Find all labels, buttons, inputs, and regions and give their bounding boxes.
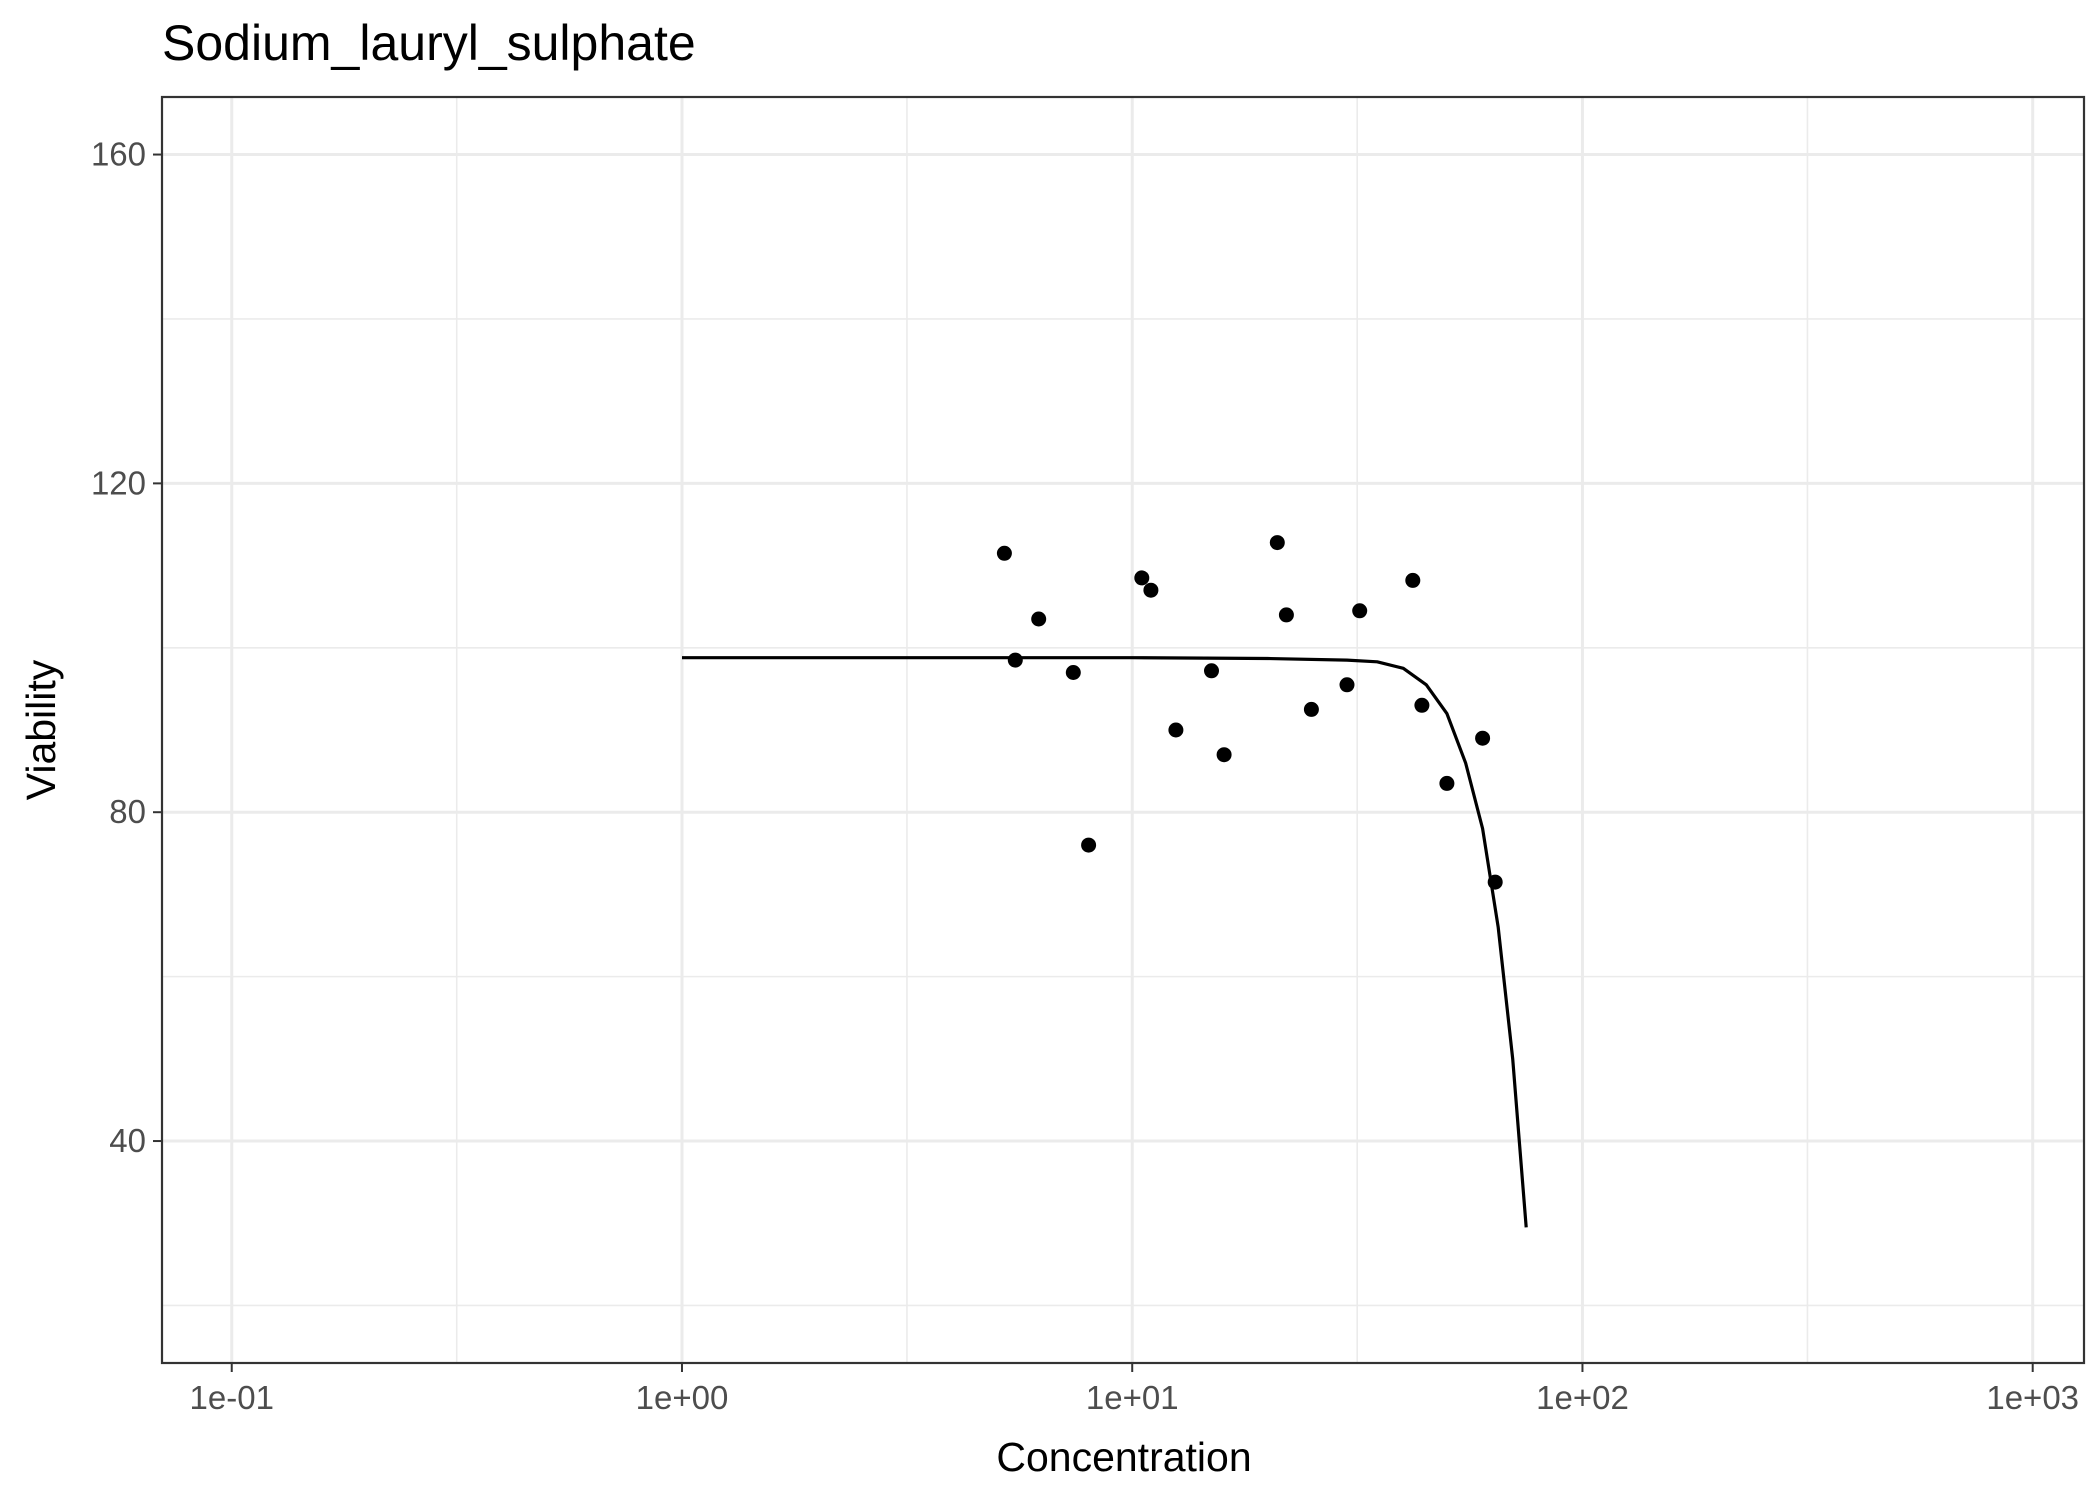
x-tick-label: 1e+02 [1536,1379,1629,1416]
data-point [1439,775,1455,791]
y-tick-label: 80 [109,793,146,830]
x-tick-label: 1e-01 [190,1379,274,1416]
x-axis-title: Concentration [996,1434,1251,1480]
data-point [1475,730,1491,746]
data-point [1405,572,1421,588]
data-point [1031,611,1047,627]
plot-data [682,535,1528,1228]
data-point [1352,603,1368,619]
x-tick-label: 1e+00 [636,1379,729,1416]
data-point [1168,722,1184,738]
data-point [1143,582,1159,598]
y-tick-label: 120 [91,464,146,501]
x-tick-label: 1e+03 [1986,1379,2079,1416]
major-gridlines [162,97,2084,1363]
axis-ticks: 1e-01 1e+00 1e+01 1e+02 1e+03 40 80 120 160 [91,136,2079,1416]
y-axis-title: Viability [18,659,64,800]
data-point [996,545,1012,561]
fit-curve [682,656,1528,1228]
data-point [1278,607,1294,623]
data-point [1134,570,1150,586]
data-point [1216,747,1232,763]
data-point [1269,535,1285,551]
data-point [1339,677,1355,693]
y-tick-label: 40 [109,1122,146,1159]
data-point [1065,665,1081,680]
data-point [1303,701,1319,717]
data-point [1007,652,1023,668]
y-tick-label: 160 [91,136,146,173]
panel-border [160,95,2086,1365]
minor-gridlines [162,97,2084,1363]
data-point [1081,837,1097,853]
data-point [1487,874,1503,890]
data-point [1414,697,1430,713]
data-point [1204,663,1219,679]
chart-title: Sodium_lauryl_sulphate [162,15,696,71]
x-tick-label: 1e+01 [1086,1379,1179,1416]
